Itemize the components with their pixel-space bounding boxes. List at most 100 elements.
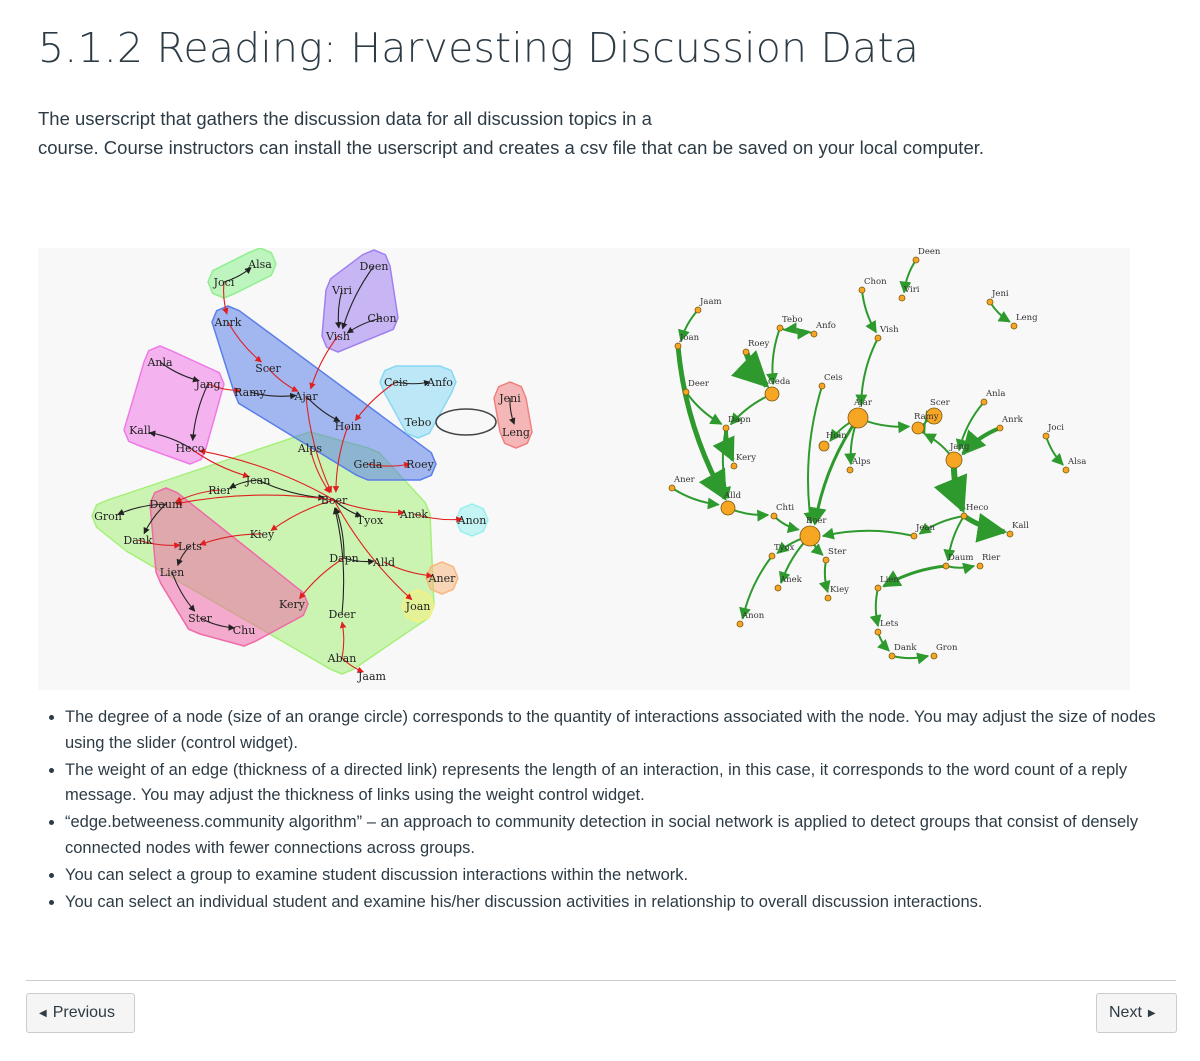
node-label: Deer: [688, 379, 710, 389]
node-label: Kiey: [830, 585, 849, 595]
node-circle: [847, 407, 869, 429]
node-label: Ramy: [914, 412, 939, 422]
graph-edge: [189, 383, 209, 441]
graph-edge: [509, 397, 516, 425]
node-label: Anfo: [815, 321, 836, 331]
caret-left-icon: ◀: [39, 1007, 47, 1019]
node-circle: [818, 382, 826, 390]
graph-edge: [117, 503, 167, 516]
weighted-edge: [818, 559, 831, 594]
community-network-graph: Alsa Joci Deen Viri Chon Vish Anrk Anla Scer Jang…: [91, 248, 533, 683]
node-label: Boer: [321, 494, 348, 507]
graph-edge: [229, 479, 259, 489]
previous-button[interactable]: ◀ Previous: [26, 993, 135, 1033]
node-label: Tyox: [357, 514, 384, 527]
community-hull: [425, 561, 459, 595]
node-label: Jang: [949, 442, 970, 452]
node-label: Heco: [966, 503, 988, 513]
node-label: Alps: [297, 442, 323, 455]
node-label: Deen: [360, 260, 389, 273]
graph-edge: [249, 391, 297, 400]
list-item: The weight of an edge (thickness of a di…: [65, 758, 1165, 809]
node-label: Chon: [367, 312, 396, 325]
node-label: Vish: [879, 325, 899, 335]
graph-edge: [305, 395, 341, 422]
node-label: Chon: [864, 277, 887, 287]
weighted-edge: [943, 515, 965, 562]
graph-edge: [270, 499, 335, 532]
node-circle: [976, 562, 984, 570]
node-label: Joci: [213, 276, 235, 289]
graph-edge: [332, 425, 349, 493]
node-label: Viri: [903, 285, 920, 295]
community-hull: [207, 248, 277, 299]
weighted-edge: [808, 417, 860, 526]
node-label: Jaam: [357, 670, 387, 683]
node-label: Heco: [176, 442, 205, 455]
node-circle: [818, 440, 830, 452]
graph-edge: [222, 281, 229, 315]
node-circle: [764, 386, 780, 402]
graph-edge: [333, 499, 362, 518]
node-label: Kall: [129, 424, 151, 437]
node-label: Aner: [673, 475, 696, 485]
graph-edge: [332, 507, 345, 615]
node-circle: [986, 298, 994, 306]
graph-edge: [346, 317, 383, 334]
node-label: Chu: [233, 624, 256, 637]
community-hull: [123, 345, 225, 465]
node-label: Roey: [748, 339, 770, 349]
node-label: Leng: [1016, 313, 1038, 323]
graph-edge: [143, 503, 167, 535]
node-circle: [720, 500, 736, 516]
node-circle: [694, 306, 702, 314]
node-circle: [930, 652, 938, 660]
node-label: Anla: [146, 356, 173, 369]
node-circle: [810, 330, 818, 338]
weighted-edge: [955, 401, 985, 452]
node-label: Hoin: [335, 420, 362, 433]
list-item: The degree of a node (size of an orange …: [65, 705, 1165, 756]
node-label: Tebo: [782, 315, 803, 325]
node-circle: [824, 594, 832, 602]
node-label: Dank: [123, 534, 152, 547]
weighted-edge: [961, 426, 1001, 456]
graph-edge: [309, 335, 339, 390]
graph-edge: [159, 361, 200, 383]
node-label: Anrk: [1001, 415, 1024, 425]
weighted-edge: [685, 391, 723, 425]
intro-line: The userscript that gathers the discussi…: [38, 108, 652, 129]
node-circle: [960, 512, 968, 520]
node-label: Ramy: [234, 386, 267, 399]
graph-edge: [341, 657, 365, 673]
node-label: Deer: [328, 608, 356, 621]
node-label: Anla: [985, 389, 1005, 399]
weighted-edge: [821, 527, 915, 540]
node-label: Gron: [936, 643, 958, 653]
node-circle: [980, 398, 988, 406]
node-label: Rier: [208, 484, 232, 497]
next-button[interactable]: Next ▶: [1096, 993, 1177, 1033]
weighted-edge: [855, 337, 879, 407]
node-label: Ajar: [853, 398, 873, 408]
weighted-edge: [773, 515, 800, 534]
node-label: Anrk: [214, 316, 242, 329]
node-circle: [945, 451, 963, 469]
node-label: Joan: [679, 333, 700, 343]
node-circle: [1006, 530, 1014, 538]
node-circle: [911, 421, 925, 435]
weighted-network-graph: Deen Chon Viri Jeni Leng Jaam Tebo Anfo Vish Joan…: [668, 248, 1086, 665]
node-label: Jeni: [991, 289, 1009, 299]
node-label: Anek: [779, 575, 803, 585]
node-label: Daum: [948, 553, 973, 563]
node-circle: [1010, 322, 1018, 330]
graph-edge: [354, 381, 397, 422]
graph-edge: [299, 557, 345, 600]
node-circle: [874, 628, 882, 636]
node-circle: [776, 324, 784, 332]
node-label: Deen: [918, 248, 941, 257]
node-circle: [858, 286, 866, 294]
node-label: Scer: [255, 362, 281, 375]
node-circle: [874, 334, 882, 342]
graph-edge: [171, 571, 196, 612]
